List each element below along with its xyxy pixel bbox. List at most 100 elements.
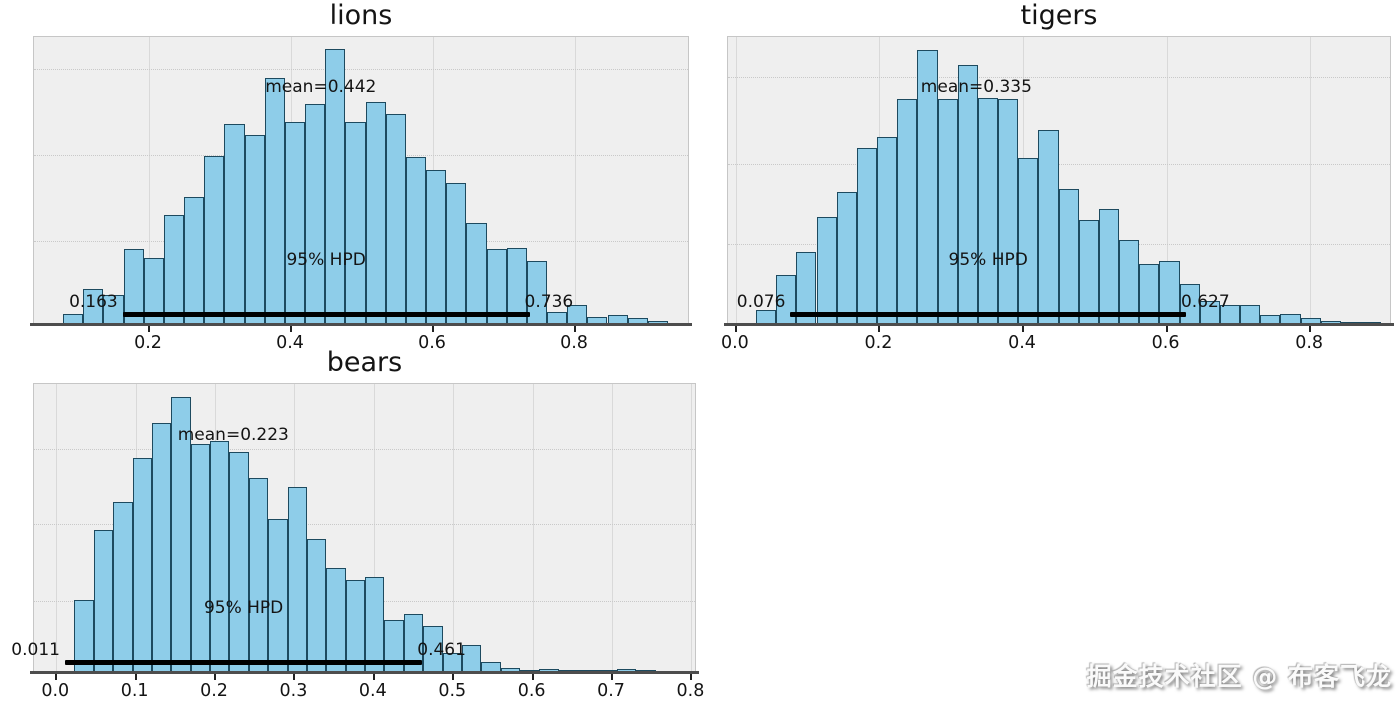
histogram-bar — [426, 169, 447, 324]
histogram-bar — [151, 423, 172, 672]
x-tick-label: 0.8 — [560, 333, 588, 353]
hpd-line — [122, 312, 530, 317]
hpd-line — [64, 660, 423, 665]
grid-line-vertical — [149, 37, 150, 324]
mean-label: mean=0.442 — [265, 77, 377, 98]
x-tick-label: 0.7 — [597, 681, 625, 701]
x-tick-label: 0.5 — [438, 681, 467, 701]
histogram-bar — [184, 197, 205, 324]
histogram-bar — [836, 191, 857, 324]
watermark: 掘金技术社区 @ 布客飞龙 — [1086, 662, 1392, 691]
histogram-bar — [957, 64, 978, 324]
histogram-bar — [405, 156, 427, 324]
hpd-label: 95% HPD — [203, 597, 284, 618]
plot-area: mean=0.223 95% HPD 0.011 0.461 — [11, 383, 699, 680]
grid-line-vertical — [56, 384, 58, 672]
histogram-bar — [210, 440, 230, 672]
x-tick-label: 0.8 — [1295, 333, 1324, 353]
histogram-bar — [1078, 220, 1099, 324]
histogram-bar — [897, 99, 918, 324]
x-tick-label: 0.4 — [1008, 333, 1036, 353]
x-tick-mark — [214, 674, 217, 680]
x-tick-mark — [452, 674, 455, 680]
hpd-line — [790, 312, 1186, 317]
x-tick-mark — [134, 674, 137, 680]
subplot-lions: lions mean=0.442 95% HPD 0.163 0.736 0.2 0.4 0.… — [30, 0, 692, 358]
x-tick-mark — [290, 326, 292, 332]
grid-line-vertical — [691, 384, 693, 672]
x-tick-mark — [1309, 326, 1312, 332]
histogram-bar — [466, 223, 487, 324]
hpd-low-label: 0.076 — [736, 291, 786, 312]
histogram-bar — [977, 97, 999, 324]
x-tick-label: 0.3 — [279, 681, 308, 701]
x-tick-mark — [611, 674, 614, 680]
histogram-bar — [326, 567, 346, 672]
x-tick-mark — [148, 326, 150, 332]
x-tick-label: 0.4 — [276, 333, 304, 353]
chart-title: lions — [329, 0, 393, 31]
x-tick-label: 0.2 — [864, 333, 893, 353]
histogram-bar — [229, 452, 249, 672]
x-tick-label: 0.2 — [200, 681, 228, 701]
grid-line-vertical — [532, 384, 534, 672]
subplot-tigers: tigers mean=0.335 95% HPD 0.076 0.627 0.0 0.2 0… — [721, 0, 1394, 358]
x-tick-label: 0.6 — [517, 681, 546, 701]
plot-area: mean=0.335 95% HPD 0.076 0.627 — [724, 36, 1394, 332]
histogram-bar — [190, 443, 211, 672]
histogram-bar — [365, 102, 386, 324]
hpd-high-label: 0.461 — [417, 639, 466, 660]
hpd-high-label: 0.627 — [1180, 291, 1230, 312]
grid-line-horizontal — [34, 68, 688, 70]
subplot-bears: bears mean=0.223 95% HPD 0.011 0.461 0.0 0.1 0.… — [11, 347, 704, 706]
grid-line-vertical — [574, 37, 576, 324]
histogram-bar — [284, 122, 306, 324]
grid-line-vertical — [453, 384, 455, 672]
grid-line-vertical — [612, 384, 614, 672]
grid-line-horizontal — [728, 77, 1390, 79]
x-tick-mark — [55, 674, 58, 680]
histogram-bar — [446, 182, 467, 324]
histogram-bar — [1098, 208, 1120, 324]
mean-label: mean=0.223 — [177, 424, 289, 445]
plot-area: mean=0.442 95% HPD 0.163 0.736 — [30, 36, 692, 332]
x-tick-label: 0.0 — [720, 333, 749, 353]
x-tick-mark — [878, 326, 881, 332]
x-axis-spine — [724, 323, 1394, 326]
hpd-low-label: 0.011 — [11, 639, 60, 660]
x-tick-label: 0.6 — [418, 333, 446, 353]
x-axis-spine — [30, 323, 692, 326]
histogram-bar — [1240, 305, 1261, 324]
histogram-bar — [132, 458, 152, 672]
histogram-bar — [998, 99, 1019, 324]
grid-line-vertical — [1166, 37, 1168, 324]
x-axis-spine — [30, 671, 699, 674]
grid-line-horizontal — [34, 449, 695, 451]
histogram-bar — [163, 214, 185, 324]
x-tick-label: 0.1 — [120, 681, 149, 701]
histogram-bar — [113, 501, 133, 672]
x-tick-label: 0.0 — [41, 681, 70, 701]
x-tick-mark — [1165, 326, 1168, 332]
x-tick-label: 0.4 — [358, 681, 387, 701]
histogram-bar — [385, 113, 406, 324]
x-tick-mark — [690, 674, 693, 680]
histogram-bar — [816, 217, 837, 324]
grid-line-vertical — [735, 37, 737, 324]
histogram-bar — [224, 123, 245, 324]
chart-title: bears — [326, 347, 403, 378]
x-tick-mark — [372, 674, 375, 680]
mean-label: mean=0.335 — [920, 77, 1032, 98]
histogram-bar — [244, 135, 265, 324]
histogram-bar — [264, 77, 285, 324]
grid-line-vertical — [1310, 37, 1312, 324]
x-tick-mark — [1022, 326, 1025, 332]
histogram-bar — [268, 518, 288, 672]
x-tick-label: 0.2 — [134, 333, 162, 353]
histogram-bar — [1058, 188, 1079, 324]
grid-line-horizontal — [34, 524, 695, 526]
histogram-bar — [287, 487, 307, 672]
x-tick-label: 0.6 — [1151, 333, 1180, 353]
histogram-bar — [1018, 158, 1039, 324]
